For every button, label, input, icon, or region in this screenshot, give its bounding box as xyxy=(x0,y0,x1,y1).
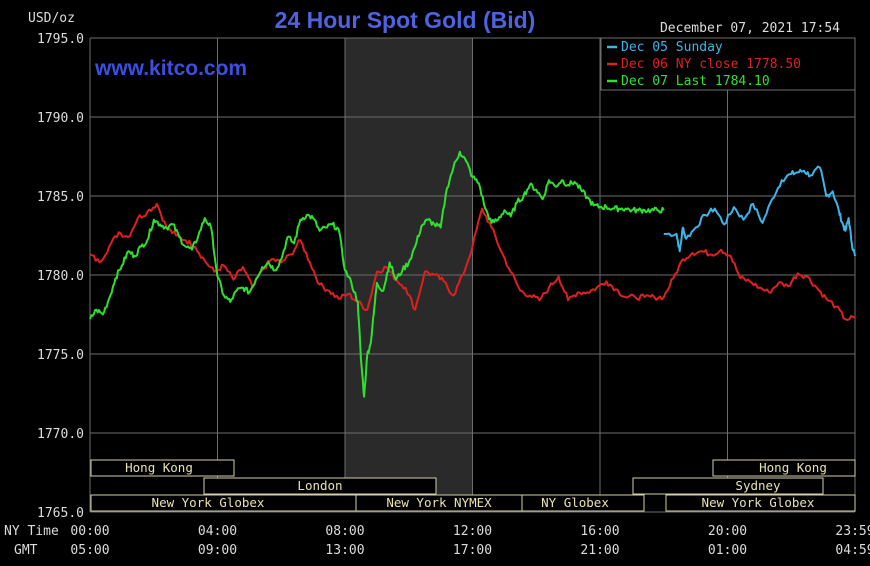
session-label-ny-globex-right: New York Globex xyxy=(702,495,815,510)
session-ny-globex-left: New York Globex xyxy=(90,494,357,512)
session-label-london: London xyxy=(297,478,342,493)
x-tick-label-gmt: 01:00 xyxy=(708,543,747,558)
legend-label-dec05: Dec 05 Sunday xyxy=(621,40,723,55)
x-tick-label-ny: 00:00 xyxy=(70,524,109,539)
x-tick-label-ny: 20:00 xyxy=(708,524,747,539)
y-tick-label: 1765.0 xyxy=(37,506,84,521)
session-label-ny-globex-left: New York Globex xyxy=(152,495,265,510)
ny-time-label: NY Time xyxy=(4,524,59,539)
session-london: London xyxy=(203,477,437,495)
timestamp: December 07, 2021 17:54 xyxy=(660,21,840,36)
session-hong-kong-left: Hong Kong xyxy=(90,459,235,477)
legend: Dec 05 Sunday Dec 06 NY close 1778.50 De… xyxy=(600,37,856,91)
y-tick-label: 1785.0 xyxy=(37,190,84,205)
x-tick-label-ny: 08:00 xyxy=(325,524,364,539)
session-label-sydney: Sydney xyxy=(735,478,781,493)
x-tick-label-gmt: 21:00 xyxy=(580,543,619,558)
units-label: USD/oz xyxy=(28,11,75,26)
x-tick-label-ny: 04:00 xyxy=(198,524,237,539)
session-ny-nymex: New York NYMEX xyxy=(355,494,523,512)
session-label-ny-globex-mid: NY Globex xyxy=(541,495,609,510)
watermark-url: www.kitco.com xyxy=(94,57,247,80)
session-label-hong-kong-left: Hong Kong xyxy=(125,460,193,475)
x-tick-label-gmt: 09:00 xyxy=(198,543,237,558)
session-label-hong-kong-right: Hong Kong xyxy=(759,460,827,475)
x-tick-label-ny: 12:00 xyxy=(453,524,492,539)
data-series xyxy=(89,150,856,398)
x-tick-label-ny: 16:00 xyxy=(580,524,619,539)
series-line-1 xyxy=(663,165,856,257)
y-tick-label: 1775.0 xyxy=(37,348,84,363)
x-tick-label-ny: 23:59 xyxy=(835,524,870,539)
y-tick-label: 1780.0 xyxy=(37,269,84,284)
legend-label-dec07: Dec 07 Last 1784.10 xyxy=(621,74,770,89)
x-tick-label-gmt: 05:00 xyxy=(70,543,109,558)
session-sydney: Sydney xyxy=(632,477,824,495)
x-tick-label-gmt: 04:59 xyxy=(835,543,870,558)
legend-item-dec07: Dec 07 Last 1784.10 xyxy=(607,74,770,89)
y-tick-label: 1770.0 xyxy=(37,427,84,442)
y-tick-label: 1795.0 xyxy=(37,32,84,47)
series-line-3 xyxy=(89,150,665,398)
session-ny-globex-mid: NY Globex xyxy=(521,494,645,512)
x-axis-ticks: 00:00 05:00 04:00 09:00 08:00 13:00 12:00 17:00… xyxy=(70,524,870,558)
y-axis-ticks: 1765.0 1770.0 1775.0 1780.0 1785.0 1790.0 1795… xyxy=(37,32,84,521)
gmt-label: GMT xyxy=(14,543,38,558)
x-tick-label-gmt: 13:00 xyxy=(325,543,364,558)
session-label-ny-nymex: New York NYMEX xyxy=(386,495,492,510)
session-ny-globex-right: New York Globex xyxy=(665,494,856,512)
legend-item-dec06: Dec 06 NY close 1778.50 xyxy=(607,57,801,72)
session-boxes: Hong Kong London New York Globex New Yor… xyxy=(90,459,856,512)
chart-title: 24 Hour Spot Gold (Bid) xyxy=(275,7,536,33)
legend-box xyxy=(600,37,856,91)
session-hong-kong-right: Hong Kong xyxy=(712,459,856,477)
x-tick-label-gmt: 17:00 xyxy=(453,543,492,558)
y-tick-label: 1790.0 xyxy=(37,111,84,126)
legend-item-dec05: Dec 05 Sunday xyxy=(607,40,723,55)
legend-label-dec06: Dec 06 NY close 1778.50 xyxy=(621,57,801,72)
